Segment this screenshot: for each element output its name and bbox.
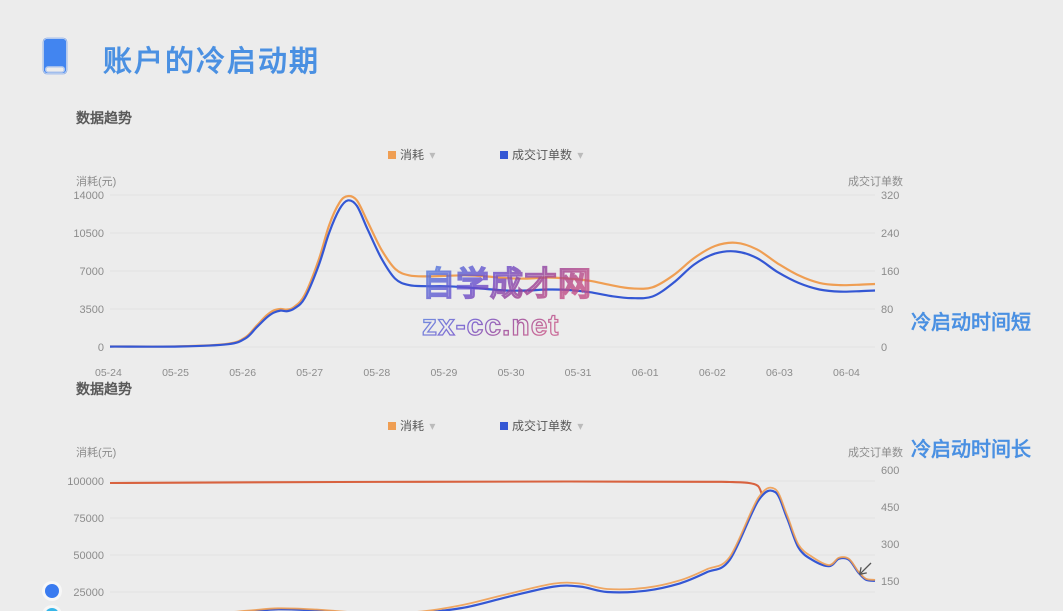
- svg-text:320: 320: [881, 190, 899, 202]
- svg-text:25000: 25000: [73, 587, 104, 599]
- svg-text:自学成才网: 自学成才网: [422, 265, 592, 302]
- svg-text:zx-cc.net: zx-cc.net: [422, 309, 559, 342]
- svg-text:160: 160: [881, 266, 899, 278]
- svg-text:0: 0: [98, 342, 104, 354]
- svg-text:0: 0: [881, 342, 887, 354]
- svg-text:80: 80: [881, 304, 893, 316]
- svg-text:240: 240: [881, 228, 899, 240]
- svg-text:7000: 7000: [80, 266, 104, 278]
- svg-text:3500: 3500: [80, 304, 104, 316]
- svg-text:150: 150: [881, 576, 899, 588]
- svg-text:75000: 75000: [73, 513, 104, 525]
- svg-text:300: 300: [881, 539, 899, 551]
- svg-text:50000: 50000: [73, 550, 104, 562]
- svg-text:100000: 100000: [67, 476, 104, 488]
- svg-text:600: 600: [881, 465, 899, 477]
- svg-text:450: 450: [881, 502, 899, 514]
- svg-text:10500: 10500: [73, 228, 104, 240]
- svg-text:14000: 14000: [73, 190, 104, 202]
